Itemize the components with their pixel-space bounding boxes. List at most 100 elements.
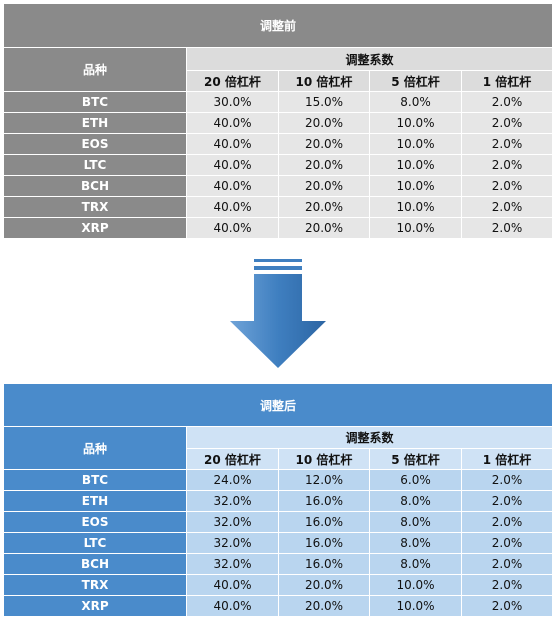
variety-header: 品种 [3, 426, 187, 470]
value-cell: 20.0% [278, 574, 370, 596]
value-cell: 8.0% [369, 532, 462, 554]
value-cell: 8.0% [369, 553, 462, 575]
row-symbol: BCH [3, 553, 187, 575]
value-cell: 10.0% [369, 574, 462, 596]
value-cell: 20.0% [278, 154, 370, 176]
coefficient-group-header: 调整系数 [185, 47, 554, 71]
row-symbol: EOS [3, 511, 187, 533]
value-cell: 2.0% [460, 91, 554, 113]
leverage-header-1x: 1 倍杠杆 [460, 448, 554, 470]
value-cell: 24.0% [186, 469, 279, 491]
value-cell: 6.0% [369, 469, 462, 491]
value-cell: 40.0% [186, 574, 279, 596]
value-cell: 40.0% [186, 154, 279, 176]
value-cell: 10.0% [369, 175, 462, 197]
value-cell: 20.0% [278, 196, 370, 218]
table-row: LTC 32.0% 16.0% 8.0% 2.0% [3, 532, 554, 554]
table-title: 调整前 [2, 3, 554, 48]
row-symbol: ETH [3, 490, 187, 512]
value-cell: 20.0% [278, 217, 370, 239]
value-cell: 8.0% [369, 490, 462, 512]
table-row: BCH 32.0% 16.0% 8.0% 2.0% [3, 553, 554, 575]
value-cell: 2.0% [460, 574, 554, 596]
value-cell: 2.0% [460, 154, 554, 176]
value-cell: 32.0% [186, 532, 279, 554]
value-cell: 10.0% [369, 595, 462, 617]
coefficient-group-header: 调整系数 [185, 426, 554, 449]
value-cell: 8.0% [369, 511, 462, 533]
row-symbol: TRX [3, 574, 187, 596]
value-cell: 10.0% [369, 133, 462, 155]
value-cell: 10.0% [369, 112, 462, 134]
down-arrow-icon [230, 259, 326, 368]
before-adjustment-table: 调整前 品种 调整系数 20 倍杠杆 10 倍杠杆 5 倍杠杆 1 倍杠杆 BT… [2, 3, 554, 239]
value-cell: 2.0% [460, 511, 554, 533]
table-row: XRP 40.0% 20.0% 10.0% 2.0% [3, 595, 554, 617]
row-symbol: BTC [3, 91, 187, 113]
value-cell: 2.0% [460, 133, 554, 155]
leverage-header-5x: 5 倍杠杆 [369, 448, 462, 470]
row-symbol: ETH [3, 112, 187, 134]
leverage-header-1x: 1 倍杠杆 [460, 70, 554, 92]
value-cell: 32.0% [186, 490, 279, 512]
value-cell: 40.0% [186, 196, 279, 218]
table-row: EOS 32.0% 16.0% 8.0% 2.0% [3, 511, 554, 533]
value-cell: 32.0% [186, 553, 279, 575]
value-cell: 2.0% [460, 196, 554, 218]
row-symbol: LTC [3, 532, 187, 554]
row-symbol: BTC [3, 469, 187, 491]
value-cell: 32.0% [186, 511, 279, 533]
value-cell: 40.0% [186, 175, 279, 197]
value-cell: 2.0% [460, 112, 554, 134]
leverage-header-20x: 20 倍杠杆 [186, 448, 279, 470]
leverage-header-5x: 5 倍杠杆 [369, 70, 462, 92]
value-cell: 2.0% [460, 595, 554, 617]
value-cell: 20.0% [278, 595, 370, 617]
table-row: TRX 40.0% 20.0% 10.0% 2.0% [3, 196, 554, 218]
value-cell: 40.0% [186, 217, 279, 239]
value-cell: 20.0% [278, 112, 370, 134]
value-cell: 10.0% [369, 217, 462, 239]
value-cell: 2.0% [460, 175, 554, 197]
value-cell: 2.0% [460, 532, 554, 554]
value-cell: 8.0% [369, 91, 462, 113]
value-cell: 40.0% [186, 112, 279, 134]
leverage-header-10x: 10 倍杠杆 [278, 448, 370, 470]
value-cell: 2.0% [460, 490, 554, 512]
table-row: BCH 40.0% 20.0% 10.0% 2.0% [3, 175, 554, 197]
table-row: TRX 40.0% 20.0% 10.0% 2.0% [3, 574, 554, 596]
value-cell: 20.0% [278, 175, 370, 197]
value-cell: 10.0% [369, 196, 462, 218]
value-cell: 16.0% [278, 490, 370, 512]
value-cell: 40.0% [186, 133, 279, 155]
value-cell: 2.0% [460, 217, 554, 239]
row-symbol: XRP [3, 217, 187, 239]
value-cell: 20.0% [278, 133, 370, 155]
value-cell: 30.0% [186, 91, 279, 113]
after-adjustment-table: 调整后 品种 调整系数 20 倍杠杆 10 倍杠杆 5 倍杠杆 1 倍杠杆 BT… [2, 383, 554, 617]
row-symbol: XRP [3, 595, 187, 617]
table-row: EOS 40.0% 20.0% 10.0% 2.0% [3, 133, 554, 155]
table-row: BTC 30.0% 15.0% 8.0% 2.0% [3, 91, 554, 113]
value-cell: 40.0% [186, 595, 279, 617]
table-title: 调整后 [2, 383, 554, 427]
table-row: ETH 40.0% 20.0% 10.0% 2.0% [3, 112, 554, 134]
value-cell: 2.0% [460, 469, 554, 491]
table-row: BTC 24.0% 12.0% 6.0% 2.0% [3, 469, 554, 491]
value-cell: 10.0% [369, 154, 462, 176]
value-cell: 16.0% [278, 511, 370, 533]
value-cell: 15.0% [278, 91, 370, 113]
table-row: LTC 40.0% 20.0% 10.0% 2.0% [3, 154, 554, 176]
variety-header: 品种 [3, 47, 187, 92]
value-cell: 16.0% [278, 532, 370, 554]
leverage-header-20x: 20 倍杠杆 [186, 70, 279, 92]
table-row: XRP 40.0% 20.0% 10.0% 2.0% [3, 217, 554, 239]
leverage-header-10x: 10 倍杠杆 [278, 70, 370, 92]
value-cell: 2.0% [460, 553, 554, 575]
row-symbol: EOS [3, 133, 187, 155]
value-cell: 16.0% [278, 553, 370, 575]
row-symbol: BCH [3, 175, 187, 197]
row-symbol: LTC [3, 154, 187, 176]
table-row: ETH 32.0% 16.0% 8.0% 2.0% [3, 490, 554, 512]
row-symbol: TRX [3, 196, 187, 218]
